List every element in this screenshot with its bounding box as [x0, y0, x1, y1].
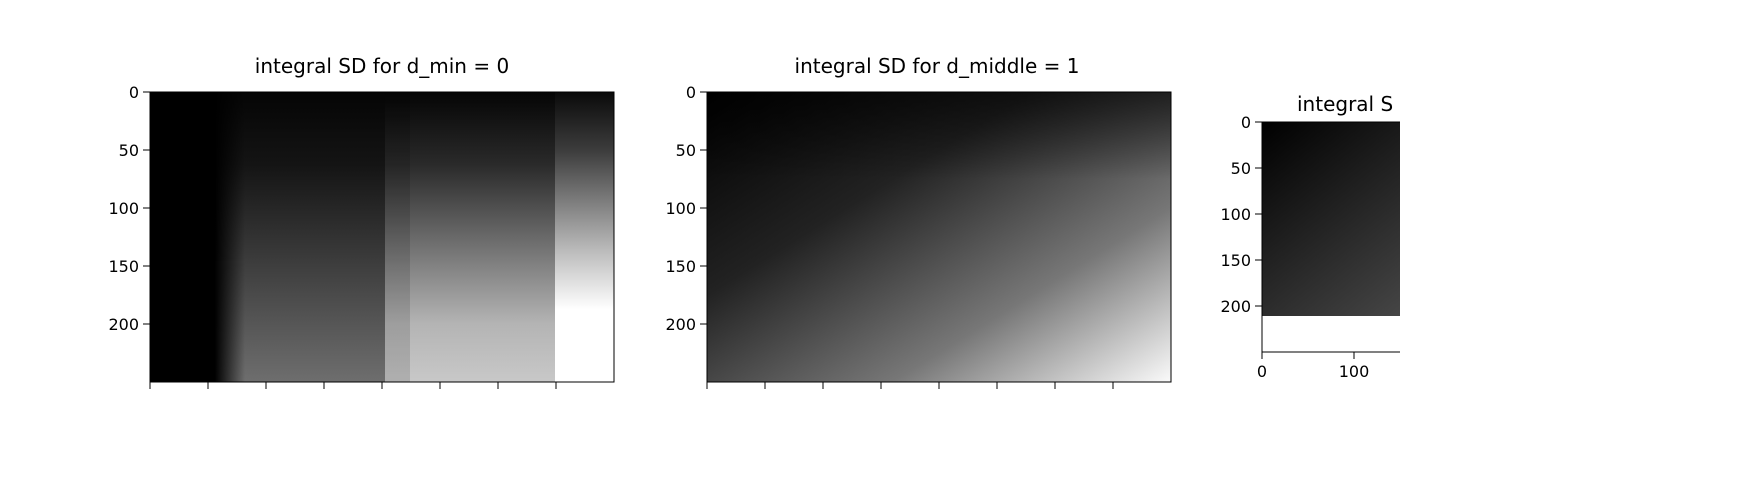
y-tick-label: 200	[1220, 297, 1251, 316]
panel-1-x-ticks	[149, 382, 557, 389]
panel-3-title: integral S	[1297, 92, 1393, 116]
y-tick-label: 0	[129, 83, 139, 102]
y-tick-label: 50	[676, 141, 696, 160]
y-tick-label: 150	[108, 257, 139, 276]
panel-1-image	[150, 92, 614, 382]
panel-1-title: integral SD for d_min = 0	[255, 54, 509, 78]
panel-2-y-ticks: 0 50 100 150 200	[665, 83, 707, 334]
y-tick-label: 0	[1241, 113, 1251, 132]
y-tick-label: 200	[665, 315, 696, 334]
y-tick-label: 150	[1220, 251, 1251, 270]
panel-2: integral SD for d_middle = 1 0 50 100 150 20…	[665, 54, 1172, 389]
panel-1-y-ticks: 0 50 100 150 200	[108, 83, 150, 334]
panel-2-image	[707, 92, 1171, 382]
y-tick-label: 150	[665, 257, 696, 276]
y-tick-label: 0	[686, 83, 696, 102]
y-tick-label: 100	[665, 199, 696, 218]
y-tick-label: 50	[119, 141, 139, 160]
panel-1: integral SD for d_min = 0 0 50 100 150 200	[108, 54, 615, 389]
panel-2-x-ticks	[706, 382, 1114, 389]
y-tick-label: 100	[1220, 205, 1251, 224]
x-tick-label: 0	[1257, 362, 1267, 381]
x-tick-label: 100	[1339, 362, 1370, 381]
y-tick-label: 100	[108, 199, 139, 218]
y-tick-label: 50	[1231, 159, 1251, 178]
panel-3-x-ticks: 0 100	[1257, 352, 1369, 381]
panel-3-image	[1262, 122, 1400, 316]
panel-2-title: integral SD for d_middle = 1	[795, 54, 1080, 78]
panel-3-y-ticks: 0 50 100 150 200	[1220, 113, 1262, 316]
y-tick-label: 200	[108, 315, 139, 334]
panel-3: integral S 0 50 100 150 200 0 100	[1220, 92, 1400, 381]
